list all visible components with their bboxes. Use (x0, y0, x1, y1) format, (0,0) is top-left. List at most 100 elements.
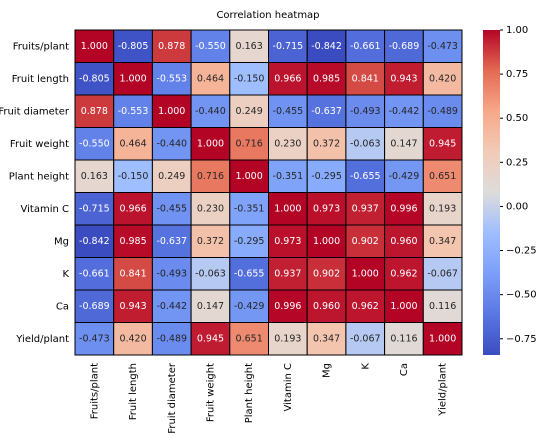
x-tick-label: Fruit diameter (167, 362, 178, 434)
cell-label: 0.372 (197, 236, 224, 247)
cell-label: -0.295 (311, 171, 342, 182)
x-tick-label: Fruit weight (205, 363, 216, 422)
heatmap-cell (74, 289, 115, 323)
cell-label: -0.063 (350, 138, 381, 149)
heatmap-cell (422, 224, 463, 258)
cell-label: 0.420 (429, 73, 456, 84)
cell-label: 1.000 (313, 236, 340, 247)
cell-label: 0.716 (236, 138, 263, 149)
cell-label: 0.996 (390, 203, 417, 214)
heatmap-cell (229, 192, 270, 226)
heatmap-cell (113, 322, 153, 356)
cell-label: -0.689 (79, 301, 110, 312)
colorbar (483, 30, 500, 355)
cell-label: -0.295 (234, 236, 265, 247)
cell-label: -0.150 (234, 73, 265, 84)
heatmap-cell (422, 289, 463, 323)
y-tick-label: Vitamin C (21, 204, 69, 215)
cell-label: -0.489 (427, 106, 458, 117)
heatmap-cell (306, 159, 347, 193)
heatmap-cell (190, 62, 231, 96)
cell-label: 0.651 (236, 333, 263, 344)
heatmap-cell (306, 322, 347, 356)
cell-label: 0.945 (429, 138, 456, 149)
cell-label: 0.943 (390, 73, 417, 84)
cell-label: -0.429 (389, 171, 420, 182)
cell-label: -0.455 (273, 106, 304, 117)
cell-label: 0.193 (274, 333, 301, 344)
cell-label: 0.966 (119, 203, 146, 214)
cell-label: 0.878 (81, 106, 108, 117)
heatmap-cell (306, 62, 347, 96)
cell-label: 0.937 (352, 203, 379, 214)
heatmap-cell (268, 29, 308, 63)
cell-label: -0.473 (427, 41, 458, 52)
heatmap-cell (74, 94, 115, 128)
cell-label: 0.230 (197, 203, 224, 214)
cell-label: -0.553 (156, 73, 187, 84)
cell-label: 0.985 (313, 73, 340, 84)
colorbar-tick-label: −0.75 (506, 334, 537, 345)
cell-label: 0.985 (119, 236, 146, 247)
heatmap-cell (113, 94, 153, 128)
cell-label: 0.116 (390, 333, 417, 344)
heatmap-cell (345, 257, 386, 291)
cell-label: 1.000 (352, 268, 379, 279)
heatmap-cell (151, 94, 192, 128)
heatmap-cell (345, 289, 386, 323)
cell-label: 0.962 (352, 301, 379, 312)
heatmap-cell (190, 322, 231, 356)
heatmap-cell (345, 224, 386, 258)
heatmap-cell (345, 62, 386, 96)
y-tick-label: Fruit length (12, 74, 69, 85)
heatmap-cell (190, 257, 231, 291)
cell-label: 0.651 (429, 171, 456, 182)
cell-label: -0.455 (156, 203, 187, 214)
heatmap-cell (345, 29, 386, 63)
cell-label: 0.943 (119, 301, 146, 312)
heatmap-cell (306, 289, 347, 323)
heatmap-cell (229, 289, 270, 323)
heatmap-cell (384, 192, 424, 226)
colorbar-tick-label: 0.50 (506, 113, 528, 124)
x-tick-label: Mg (322, 363, 333, 378)
cell-label: 0.962 (390, 268, 417, 279)
cell-label: 0.937 (274, 268, 301, 279)
cell-label: 0.716 (197, 171, 224, 182)
y-tick-label: Fruit diameter (0, 106, 70, 117)
cell-label: 0.973 (313, 203, 340, 214)
cell-label: 0.420 (119, 333, 146, 344)
cell-label: -0.661 (350, 41, 381, 52)
y-tick-label: Mg (54, 236, 69, 247)
heatmap-cell (74, 224, 115, 258)
x-tick-label: Yield/plant (438, 363, 449, 417)
x-tick-label: Fruits/plant (89, 363, 100, 419)
cell-label: -0.655 (350, 171, 381, 182)
cell-label: -0.429 (234, 301, 265, 312)
cell-label: 0.945 (197, 333, 224, 344)
heatmap-cell (306, 257, 347, 291)
cell-label: 1.000 (390, 301, 417, 312)
heatmap-cell (306, 224, 347, 258)
x-tick-label: Ca (399, 363, 410, 376)
heatmap-cell (384, 224, 424, 258)
heatmap-cell (384, 322, 424, 356)
heatmap-cell (384, 62, 424, 96)
cell-label: -0.150 (118, 171, 149, 182)
heatmap-cell (422, 159, 463, 193)
heatmap-cell (384, 159, 424, 193)
cell-label: 0.973 (274, 236, 301, 247)
cell-label: 0.841 (352, 73, 379, 84)
cell-label: -0.440 (195, 106, 226, 117)
heatmap-cell (345, 322, 386, 356)
cell-label: -0.661 (79, 268, 110, 279)
heatmap-cell (113, 159, 153, 193)
y-tick-label: K (62, 269, 69, 280)
heatmap-cell (74, 192, 115, 226)
cell-label: -0.550 (79, 138, 110, 149)
heatmap-cell (229, 257, 270, 291)
heatmap-cell (190, 289, 231, 323)
cell-label: -0.689 (389, 41, 420, 52)
heatmap-cell (345, 94, 386, 128)
cell-label: -0.655 (234, 268, 265, 279)
